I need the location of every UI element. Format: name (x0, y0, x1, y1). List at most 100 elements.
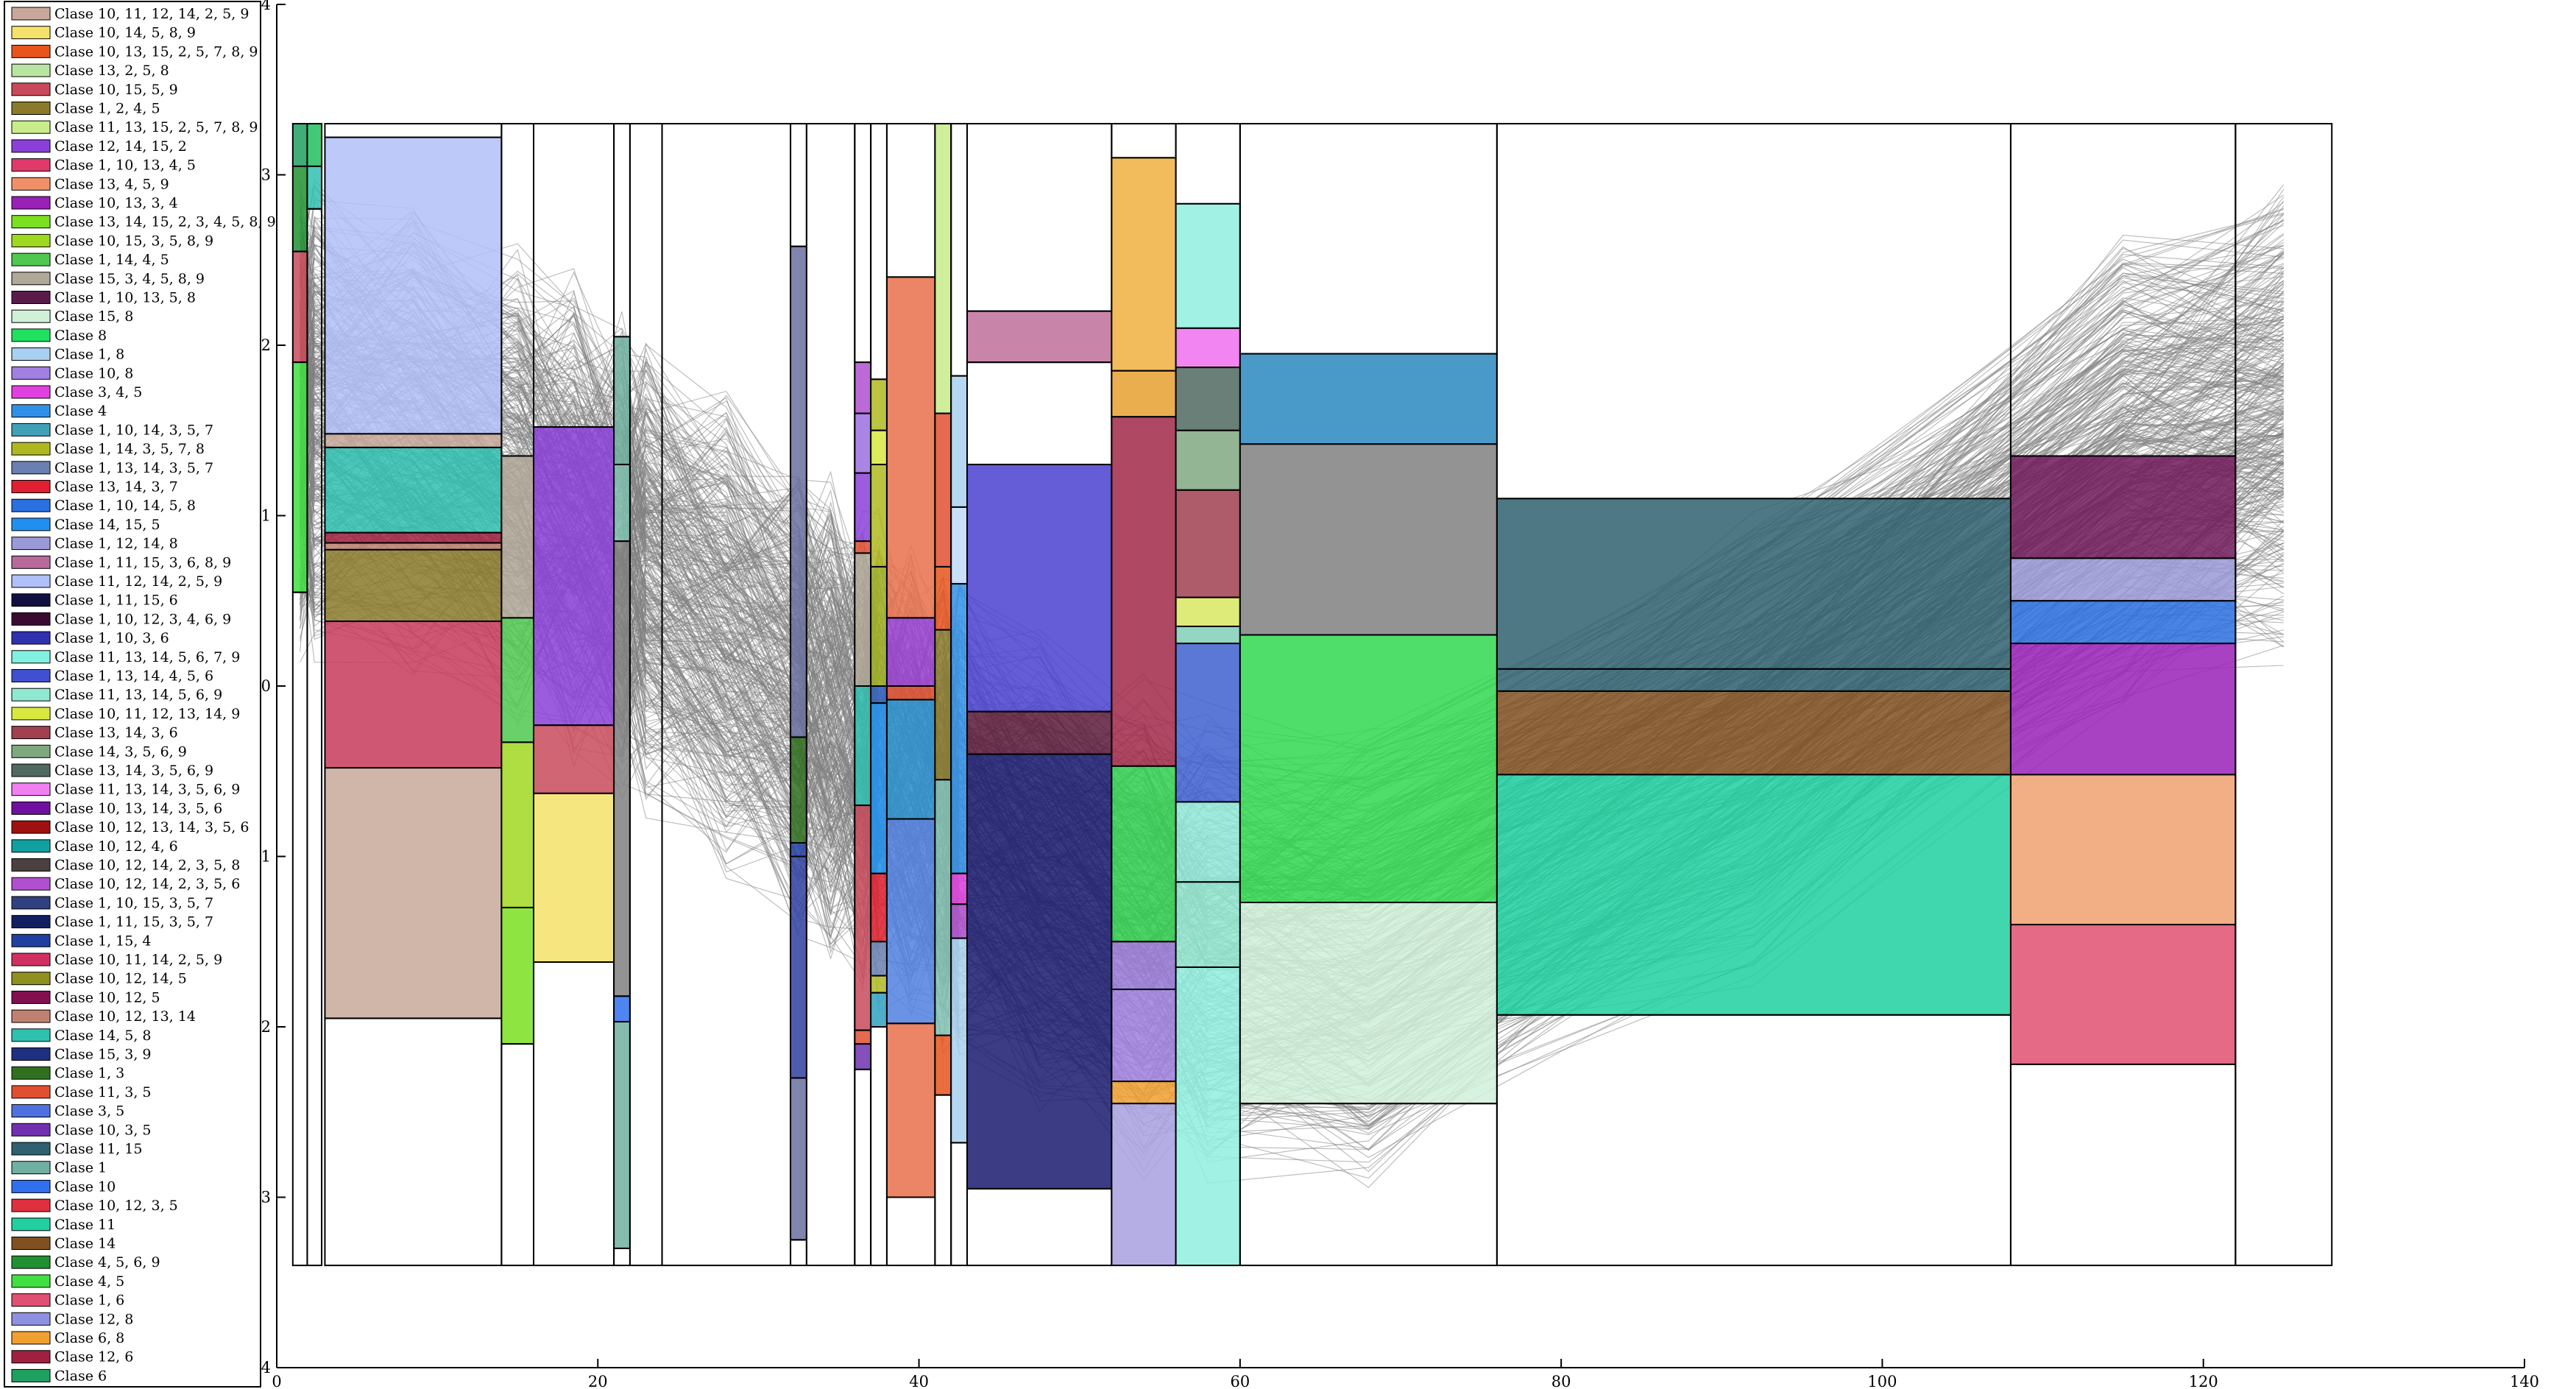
legend-swatch (11, 404, 51, 418)
legend-item: Clase 1, 10, 13, 4, 5 (11, 158, 196, 174)
bin-column-0-4 (291, 591, 308, 1267)
legend-item: Clase 10, 15, 3, 5, 8, 9 (11, 233, 213, 249)
bin-column-18-2 (1239, 443, 1498, 636)
y-tick-label: 1 (261, 507, 271, 525)
legend-swatch (11, 480, 51, 493)
bin-column-17-1 (1175, 202, 1241, 329)
legend-item: Clase 1, 13, 14, 4, 5, 6 (11, 668, 213, 685)
legend-item: Clase 13, 14, 3, 6 (11, 725, 178, 741)
legend-swatch (11, 650, 51, 664)
bin-column-3-3 (500, 741, 535, 908)
x-tick-label: 100 (1867, 1373, 1897, 1389)
legend-label: Clase 1, 10, 12, 3, 4, 6, 9 (54, 611, 231, 627)
legend-label: Clase 10, 12, 14, 2, 3, 5, 6 (54, 876, 240, 892)
bin-column-14-2 (950, 506, 969, 585)
legend-item: Clase 1, 10, 14, 5, 8 (11, 498, 196, 514)
legend-swatch (11, 537, 51, 551)
legend-swatch (11, 102, 51, 115)
bin-column-13-2 (934, 565, 952, 631)
legend-item: Clase 11, 13, 14, 5, 6, 7, 9 (11, 649, 240, 665)
bin-column-2-0 (324, 123, 503, 138)
bin-column-16-1 (1111, 157, 1177, 372)
legend-item: Clase 1 (11, 1160, 107, 1176)
bin-column-8-4 (790, 855, 807, 1079)
bin-column-17-3 (1175, 367, 1241, 431)
legend-label: Clase 1, 14, 3, 5, 7, 8 (54, 441, 205, 457)
legend-label: Clase 10, 13, 15, 2, 5, 7, 8, 9 (54, 43, 258, 60)
bin-column-14-1 (950, 375, 969, 508)
bin-column-12-2 (885, 617, 936, 688)
legend-swatch (11, 158, 51, 172)
legend-label: Clase 10, 12, 4, 6 (54, 838, 178, 855)
legend-item: Clase 6, 8 (11, 1330, 124, 1346)
x-tick-label: 40 (909, 1373, 929, 1389)
legend-item: Clase 10, 12, 14, 2, 3, 5, 6 (11, 876, 240, 892)
bin-column-17-0 (1175, 123, 1241, 205)
legend-swatch (11, 726, 51, 740)
legend-label: Clase 11, 13, 14, 3, 5, 6, 9 (54, 782, 240, 798)
bin-column-18-1 (1239, 353, 1498, 445)
legend-item: Clase 13, 14, 15, 2, 3, 4, 5, 8, 9 (11, 214, 276, 230)
legend-label: Clase 1, 10, 15, 3, 5, 7 (54, 895, 213, 911)
y-tick-label: 4 (261, 1359, 271, 1376)
legend-label: Clase 1, 13, 14, 3, 5, 7 (54, 460, 213, 476)
legend-label: Clase 12, 8 (54, 1311, 133, 1327)
legend-item: Clase 14 (11, 1236, 116, 1252)
legend-swatch (11, 820, 51, 834)
legend-label: Clase 10, 8 (54, 365, 133, 381)
legend-swatch (11, 442, 51, 456)
legend-item: Clase 10, 11, 12, 14, 2, 5, 9 (11, 6, 249, 22)
legend-swatch (11, 7, 51, 21)
bin-column-11-4 (870, 565, 888, 688)
legend-label: Clase 10, 12, 14, 5 (54, 971, 187, 987)
legend-item: Clase 10, 8 (11, 365, 133, 381)
bin-column-0-3 (291, 361, 308, 593)
legend-label: Clase 1, 2, 4, 5 (54, 101, 160, 117)
bin-column-8-0 (790, 123, 807, 247)
legend-label: Clase 14 (54, 1236, 116, 1252)
legend-item: Clase 11, 15 (11, 1141, 142, 1157)
legend-label: Clase 1, 10, 13, 4, 5 (54, 158, 196, 174)
legend-label: Clase 14, 3, 5, 6, 9 (54, 743, 187, 760)
legend-swatch (11, 1123, 51, 1137)
legend-label: Clase 10, 13, 14, 3, 5, 6 (54, 800, 222, 816)
bin-column-5-6 (613, 1247, 631, 1267)
legend-label: Clase 12, 14, 15, 2 (54, 138, 187, 155)
y-tick-label: 0 (261, 677, 271, 695)
x-tick-label: 140 (2510, 1373, 2539, 1389)
legend-swatch (11, 1085, 51, 1099)
legend-label: Clase 10, 11, 14, 2, 5, 9 (54, 952, 222, 968)
bin-column-4-4 (533, 961, 615, 1267)
legend-item: Clase 11, 13, 14, 5, 6, 9 (11, 687, 222, 703)
legend-label: Clase 1, 11, 15, 3, 5, 7 (54, 914, 213, 930)
legend-label: Clase 6 (54, 1368, 107, 1384)
bin-column-18-4 (1239, 902, 1498, 1105)
legend-item: Clase 11, 13, 14, 3, 5, 6, 9 (11, 782, 240, 798)
axis-ticks: 0 20 40 60 80 100 120 140 4 3 2 1 0 1 2 3 4 (261, 0, 2539, 1389)
y-tick-label: 1 (261, 848, 271, 866)
legend-item: Clase 10, 11, 12, 13, 14, 9 (11, 706, 240, 722)
legend-item: Clase 14, 15, 5 (11, 517, 160, 533)
bin-column-10-9 (854, 1043, 872, 1070)
legend-swatch (11, 139, 51, 153)
legend-swatch (11, 517, 51, 531)
bin-column-10-7 (854, 805, 872, 1031)
legend-label: Clase 10, 11, 12, 13, 14, 9 (54, 706, 240, 722)
bin-column-2-5 (324, 542, 503, 551)
legend-label: Clase 1, 3 (54, 1065, 124, 1081)
legend-label: Clase 13, 14, 3, 5, 6, 9 (54, 763, 213, 779)
bin-column-13-3 (934, 629, 952, 781)
legend-label: Clase 8 (54, 328, 107, 344)
bin-column-16-7 (1111, 1081, 1177, 1105)
bin-column-15-4 (966, 710, 1113, 755)
bin-column-11-8 (870, 941, 888, 977)
legend-item: Clase 1, 11, 15, 6 (11, 593, 178, 609)
legend-swatch (11, 252, 51, 266)
bin-column-11-7 (870, 872, 888, 943)
legend-item: Clase 4, 5 (11, 1273, 124, 1290)
legend-label: Clase 4, 5 (54, 1273, 124, 1290)
legend-item: Clase 10, 15, 5, 9 (11, 82, 178, 98)
legend-item: Clase 1, 14, 3, 5, 7, 8 (11, 441, 205, 457)
bin-column-11-6 (870, 702, 888, 874)
bin-column-10-5 (854, 552, 872, 687)
